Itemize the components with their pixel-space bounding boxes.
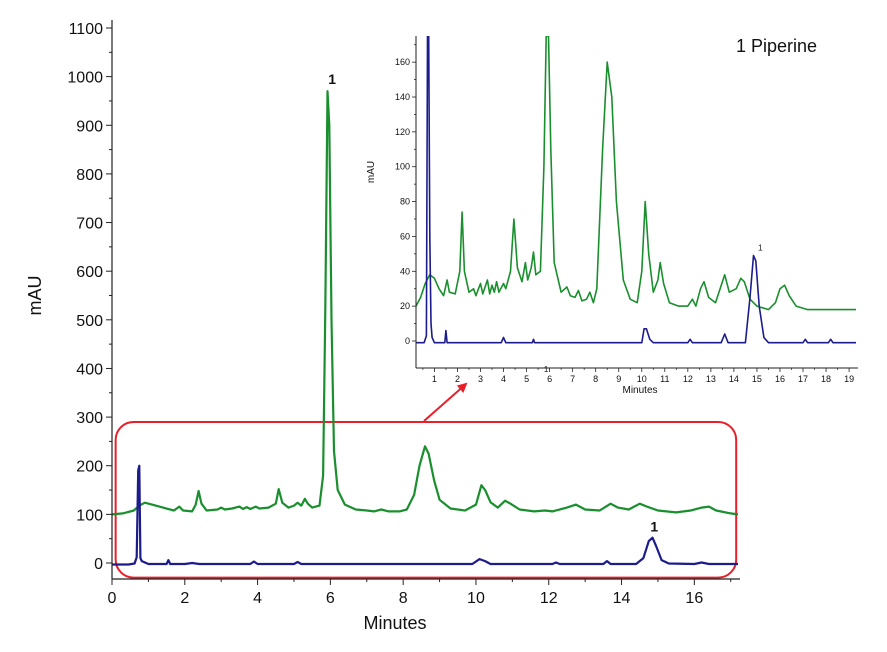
main-peak-annotation: 1 <box>328 71 336 87</box>
main-x-tick-label: 6 <box>326 590 335 607</box>
main-x-tick-label: 0 <box>108 590 117 607</box>
main-y-tick-label: 700 <box>76 216 103 233</box>
main-y-tick-label: 1100 <box>69 21 104 38</box>
main-x-tick-label: 4 <box>253 590 262 607</box>
main-x-axis-label: Minutes <box>363 613 426 633</box>
inset-x-tick-label: 10 <box>637 374 647 384</box>
inset-series-green-line <box>416 36 856 311</box>
inset-x-tick-label: 7 <box>570 374 575 384</box>
main-x-tick-label: 14 <box>613 590 631 607</box>
callout-arrow-line <box>423 382 468 422</box>
inset-y-tick-label: 140 <box>395 92 410 102</box>
inset-x-tick-label: 5 <box>524 374 529 384</box>
inset-y-axis-label: mAU <box>366 161 377 183</box>
main-x-tick-label: 2 <box>180 590 189 607</box>
inset-backdrop <box>370 32 850 398</box>
inset-y-tick-label: 40 <box>400 266 410 276</box>
main-y-tick-label: 1000 <box>67 70 103 87</box>
inset-x-tick-label: 11 <box>660 374 669 384</box>
inset-x-tick-label: 14 <box>729 374 739 384</box>
main-y-tick-label: 900 <box>76 118 103 135</box>
inset-series-group <box>416 36 856 344</box>
inset-x-tick-label: 18 <box>821 374 831 384</box>
main-series-green-line <box>111 90 739 516</box>
main-peak-annotation: 1 <box>650 518 658 534</box>
main-y-tick-label: 400 <box>76 361 103 378</box>
main-y-tick-label: 600 <box>76 264 103 281</box>
inset-y-tick-label: 80 <box>400 197 410 207</box>
inset-y-tick-label: 120 <box>395 127 410 137</box>
inset-y-tick-label: 160 <box>395 57 410 67</box>
main-x-tick-label: 16 <box>685 590 703 607</box>
main-y-tick-label: 500 <box>76 313 103 330</box>
inset-peak-annotation: 1 <box>758 243 763 252</box>
main-y-tick-label: 300 <box>76 410 103 427</box>
zoom-highlight-box <box>114 420 738 579</box>
inset-x-tick-label: 16 <box>775 374 785 384</box>
main-x-tick-label: 12 <box>540 590 558 607</box>
peak-legend-note: 1 Piperine <box>736 36 818 56</box>
main-x-tick-label: 10 <box>467 590 485 607</box>
inset-x-tick-label: 15 <box>752 374 762 384</box>
inset-y-tick-label: 100 <box>395 162 410 172</box>
main-y-tick-label: 0 <box>94 556 103 573</box>
main-series-blue-line <box>112 464 738 566</box>
inset-x-tick-label: 3 <box>478 374 483 384</box>
inset-y-tick-label: 0 <box>405 336 410 346</box>
inset-x-tick-label: 4 <box>501 374 506 384</box>
inset-x-tick-label: 2 <box>455 374 460 384</box>
inset-peak-annotation: 1 <box>544 365 549 374</box>
main-y-axis-label: mAU <box>25 276 45 316</box>
inset-x-tick-label: 12 <box>683 374 693 384</box>
main-y-tick-label: 100 <box>76 507 103 524</box>
inset-x-tick-label: 9 <box>616 374 621 384</box>
zoom-callout-arrow <box>423 382 468 422</box>
inset-x-axis-label: Minutes <box>622 385 657 396</box>
main-x-tick-label: 8 <box>399 590 408 607</box>
inset-x-tick-label: 8 <box>593 374 598 384</box>
inset-x-tick-label: 19 <box>844 374 854 384</box>
inset-series-blue-line <box>416 36 856 344</box>
inset-y-tick-label: 60 <box>400 231 410 241</box>
inset-x-tick-label: 1 <box>432 374 437 384</box>
inset-y-tick-label: 20 <box>400 301 410 311</box>
main-y-tick-label: 200 <box>76 459 103 476</box>
inset-x-tick-label: 6 <box>547 374 552 384</box>
inset-x-tick-label: 13 <box>706 374 716 384</box>
main-y-tick-label: 800 <box>76 167 103 184</box>
inset-x-tick-label: 17 <box>798 374 808 384</box>
